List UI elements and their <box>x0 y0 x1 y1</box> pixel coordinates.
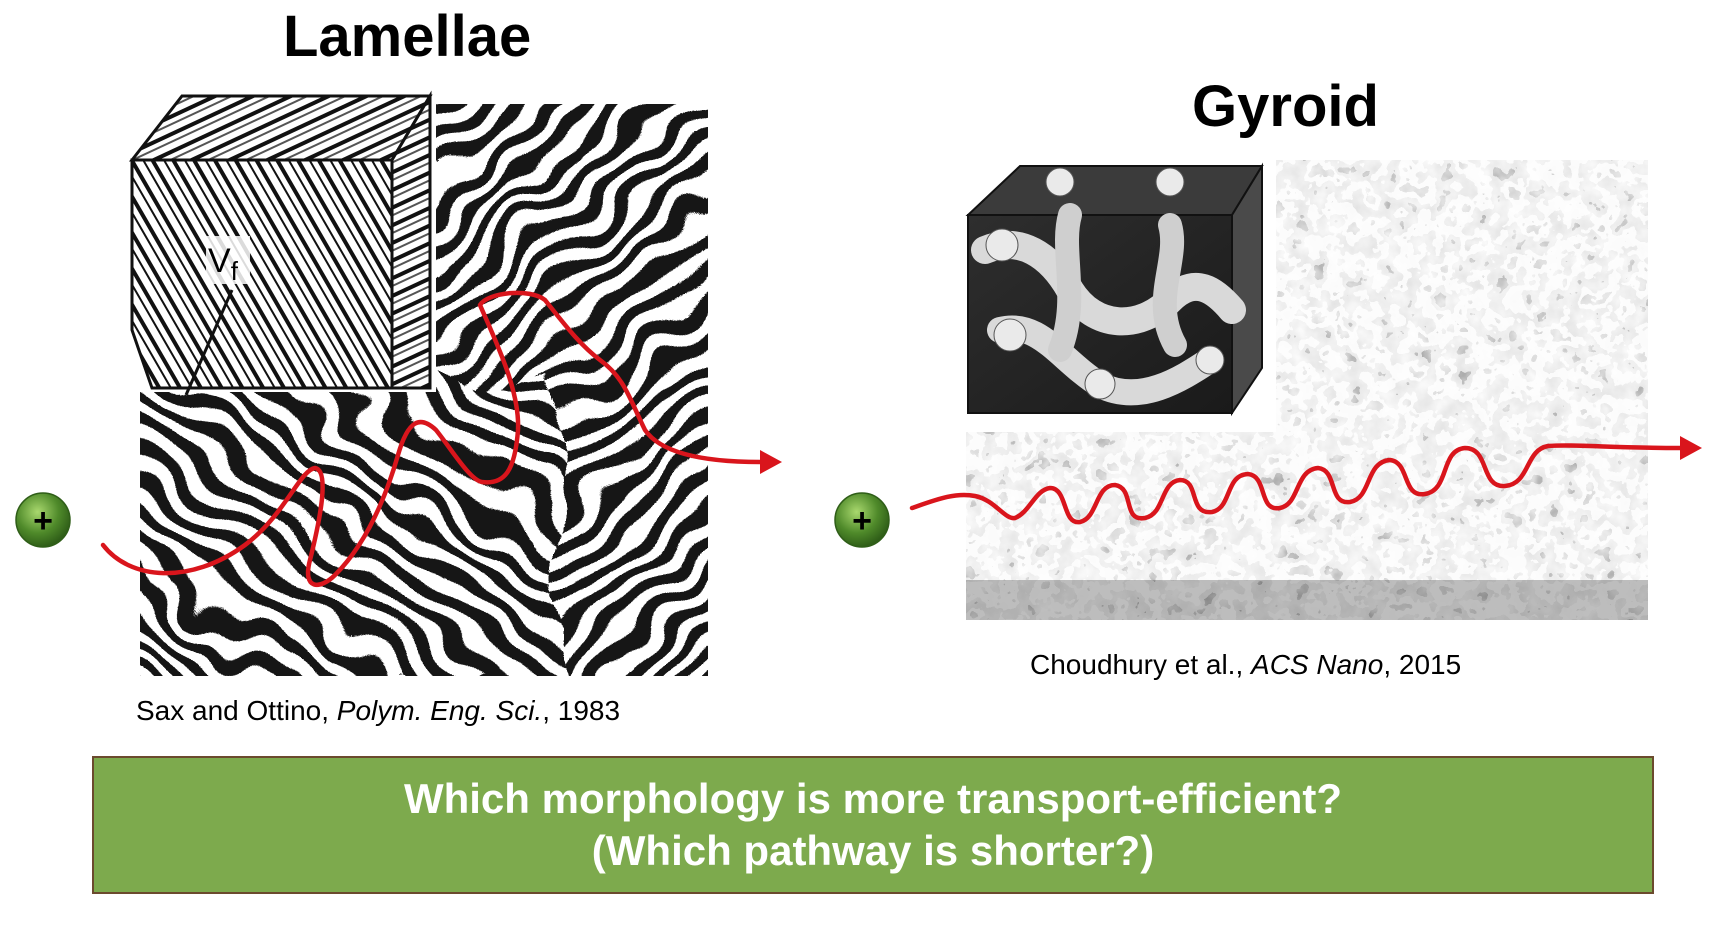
gyroid-title: Gyroid <box>1192 74 1379 139</box>
gyroid-citation: Choudhury et al., ACS Nano, 2015 <box>1030 651 1461 679</box>
lamellae-citation-year: , 1983 <box>542 695 621 726</box>
lamellae-ion <box>15 492 71 548</box>
gyroid-pathway-arrow-head-icon <box>1680 436 1702 460</box>
question-box: Which morphology is more transport-effic… <box>92 756 1654 894</box>
lamellae-pathway <box>100 290 763 588</box>
gyroid-citation-year: , 2015 <box>1383 649 1462 680</box>
gyroid-pathway <box>909 443 1683 525</box>
green-plus-sphere-icon <box>15 492 71 548</box>
green-plus-sphere-icon <box>834 492 890 548</box>
lamellae-citation: Sax and Ottino, Polym. Eng. Sci., 1983 <box>136 697 620 725</box>
lamellae-citation-journal: Polym. Eng. Sci. <box>336 695 543 726</box>
lamellae-title: Lamellae <box>283 4 532 69</box>
lamellae-pathway-arrow-head-icon <box>760 450 782 474</box>
lamellae-ion-symbol: + <box>33 502 53 540</box>
gyroid-citation-authors: Choudhury et al., <box>1030 649 1252 680</box>
lamellae-cube-inset <box>128 90 433 396</box>
lamellae-citation-authors: Sax and Ottino, <box>136 695 337 726</box>
gyroid-cube-inset <box>965 162 1264 417</box>
lamellae-inset-label: Vf <box>208 242 239 286</box>
gyroid-citation-journal: ACS Nano <box>1251 649 1384 680</box>
gyroid-ion <box>834 492 890 548</box>
question-line-2: (Which pathway is shorter?) <box>591 827 1155 874</box>
gyroid-ion-symbol: + <box>852 502 872 540</box>
question-line-1: Which morphology is more transport-effic… <box>403 774 1343 822</box>
